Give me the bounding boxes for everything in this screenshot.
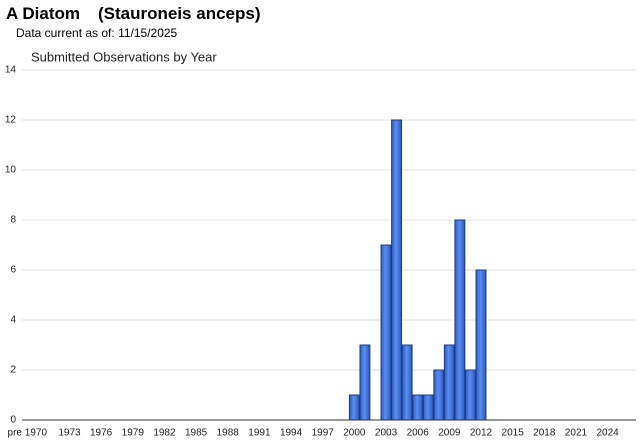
scientific-name: (Stauroneis anceps) [98,4,261,23]
x-tick-label: 2009 [438,428,461,439]
bar [454,219,466,421]
y-tick-label: 2 [10,365,16,376]
bar [443,344,455,421]
bar [348,394,360,421]
y-tick-label: 14 [5,65,17,76]
x-tick-label: 2015 [502,428,525,439]
bar [401,344,413,421]
y-tick-label: 8 [10,215,16,226]
x-tick-label: 1973 [58,428,81,439]
x-tick-label: 1991 [248,428,271,439]
x-tick-label: 1982 [153,428,176,439]
y-tick-label: 0 [10,415,16,426]
chart-title: Submitted Observations by Year [31,49,217,64]
bar [475,269,487,421]
bar [422,394,434,421]
bar [359,344,371,421]
x-tick-label: 1976 [90,428,113,439]
bar [380,244,392,421]
x-tick-label: 1997 [312,428,335,439]
x-tick-label: 1994 [280,428,303,439]
y-tick-label: 10 [5,165,17,176]
bar [464,369,476,421]
x-tick-label: 2006 [407,428,430,439]
common-name: A Diatom [6,4,80,23]
x-tick-label: 2012 [470,428,493,439]
species-name: A Diatom (Stauroneis anceps) [6,4,261,24]
bar [412,394,424,421]
x-tick-label: 1988 [217,428,240,439]
x-tick-label: 2018 [533,428,556,439]
x-tick-label: 1979 [122,428,145,439]
bar [433,369,445,421]
x-tick-label: 2024 [596,428,619,439]
x-tick-label: 1985 [185,428,208,439]
x-tick-label: 2000 [343,428,366,439]
x-tick-label: 2003 [375,428,398,439]
as-of: Data current as of: 11/15/2025 [16,26,261,40]
y-tick-label: 6 [10,265,16,276]
y-tick-label: 12 [5,115,17,126]
as-of-date: 11/15/2025 [118,26,178,40]
y-tick-label: 4 [10,315,16,326]
bar [391,119,403,421]
header: A Diatom (Stauroneis anceps) Data current… [6,4,261,40]
x-tick-label: 2021 [565,428,588,439]
as-of-label: Data current as of: [16,26,115,40]
x-tick-label: pre 1970 [8,428,48,439]
